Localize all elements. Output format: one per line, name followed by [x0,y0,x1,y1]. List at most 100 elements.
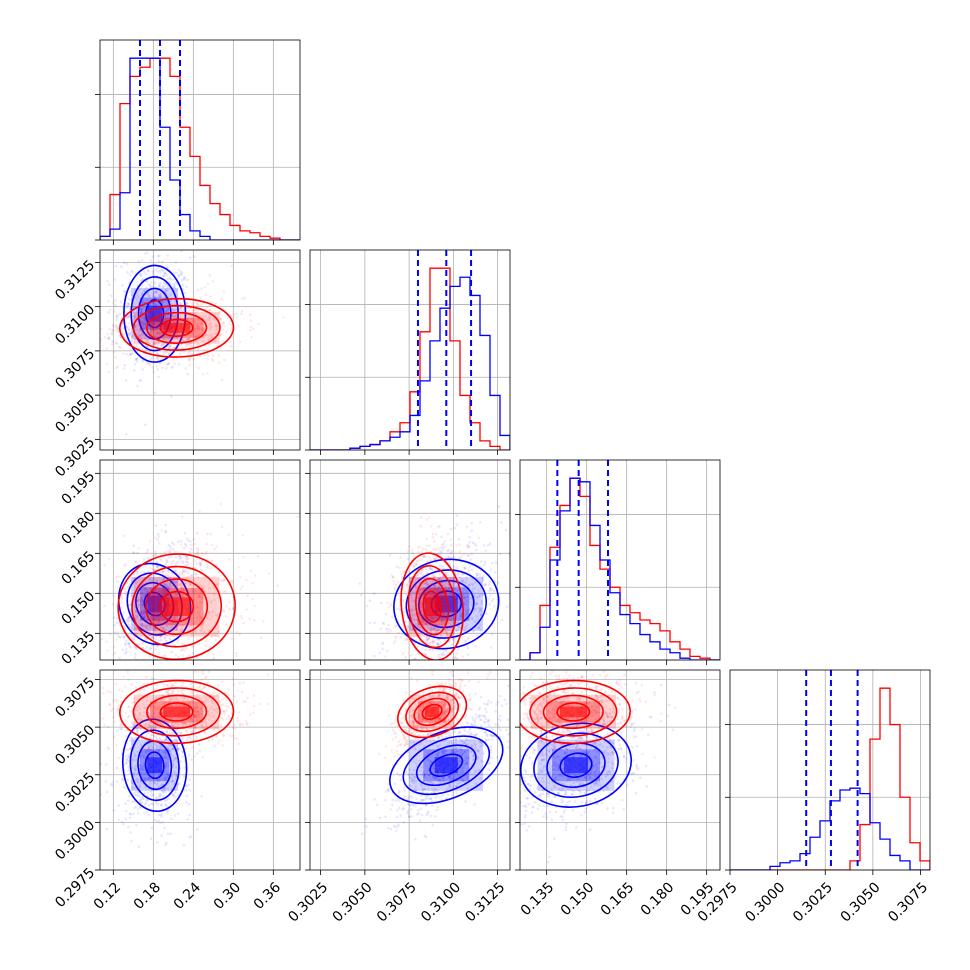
scatter-point [143,616,146,620]
scatter-point [157,342,160,346]
scatter-point [156,644,159,648]
scatter-point [448,602,452,605]
scatter-point [141,324,144,327]
scatter-point [463,629,466,633]
scatter-point [112,653,116,656]
scatter-point [432,636,436,639]
scatter-point [152,618,155,621]
scatter-point [425,567,428,571]
scatter-point [154,553,158,556]
scatter-point [150,793,153,797]
scatter-point [187,309,191,313]
scatter-point [131,782,135,785]
scatter-point [388,672,391,675]
scatter-point [156,841,159,844]
scatter-point [195,531,199,535]
scatter-point [145,273,148,276]
scatter-point [419,605,423,609]
scatter-point [454,629,458,633]
panel-frame [309,249,511,451]
scatter-point [161,820,165,824]
scatter-point [136,551,139,555]
scatter-point [220,297,223,301]
scatter-point [172,346,175,349]
scatter-point [158,631,161,635]
scatter-point [121,672,124,675]
scatter-point [479,629,483,632]
scatter-point [221,328,225,331]
scatter-point [148,627,151,630]
scatter-point [142,609,146,612]
scatter-point [140,665,143,668]
scatter-point [153,665,156,668]
scatter-point [133,369,136,372]
scatter-point [393,639,397,643]
scatter-point [141,612,145,616]
scatter-point [129,625,132,629]
scatter-point [128,604,132,607]
y-tick-label: 0.3125 [52,257,98,303]
scatter-point [373,654,376,658]
scatter-point [131,334,135,338]
density-block-blue [147,757,162,774]
scatter-point [135,635,139,638]
scatter-point [435,588,438,592]
scatter-point [211,354,215,357]
scatter-point [146,268,150,272]
scatter-point [418,593,422,597]
scatter-point [453,565,456,568]
scatter-point [114,328,118,332]
scatter-point [470,618,474,621]
scatter-point [428,544,432,547]
scatter-point [188,813,191,817]
scatter-point [172,271,176,275]
scatter-point [473,620,477,623]
scatter-point [411,607,414,611]
scatter-point [187,351,190,355]
scatter-point [237,565,241,569]
scatter-point [426,625,430,629]
scatter-point [418,609,422,613]
scatter-point [165,634,169,637]
scatter-point [381,647,385,651]
contour-red [117,553,236,660]
scatter-point [497,505,501,508]
scatter-point [121,284,124,287]
scatter-point [158,295,162,299]
scatter-point [157,619,161,623]
scatter-point [158,618,162,621]
scatter-point [135,310,139,313]
density-block-red [425,597,440,616]
y-tick-label: 0.135 [59,628,99,668]
scatter-point [145,279,149,283]
scatter-point [450,620,453,624]
scatter-point [395,565,399,569]
scatter-point [438,638,441,641]
scatter-point [152,343,155,346]
scatter-point [160,335,163,339]
scatter-point [425,622,428,626]
scatter-point [139,333,142,337]
scatter-point [133,302,137,306]
scatter-point [187,337,190,340]
scatter-point [156,270,160,273]
scatter-point [112,616,116,620]
scatter-point [165,730,168,733]
scatter-point [156,664,159,667]
scatter-point [165,366,168,370]
scatter-point [208,323,211,326]
scatter-point [153,341,156,345]
scatter-point [112,325,115,328]
scatter-point [471,541,475,544]
scatter-point [152,651,155,655]
scatter-point [466,594,469,598]
scatter-point [443,663,446,666]
scatter-point [418,600,422,604]
scatter-point [127,608,130,611]
scatter-point [446,549,449,552]
scatter-point [475,615,479,618]
scatter-point [147,756,151,760]
scatter-point [164,345,168,348]
scatter-point [124,290,127,294]
scatter-point [194,322,198,326]
